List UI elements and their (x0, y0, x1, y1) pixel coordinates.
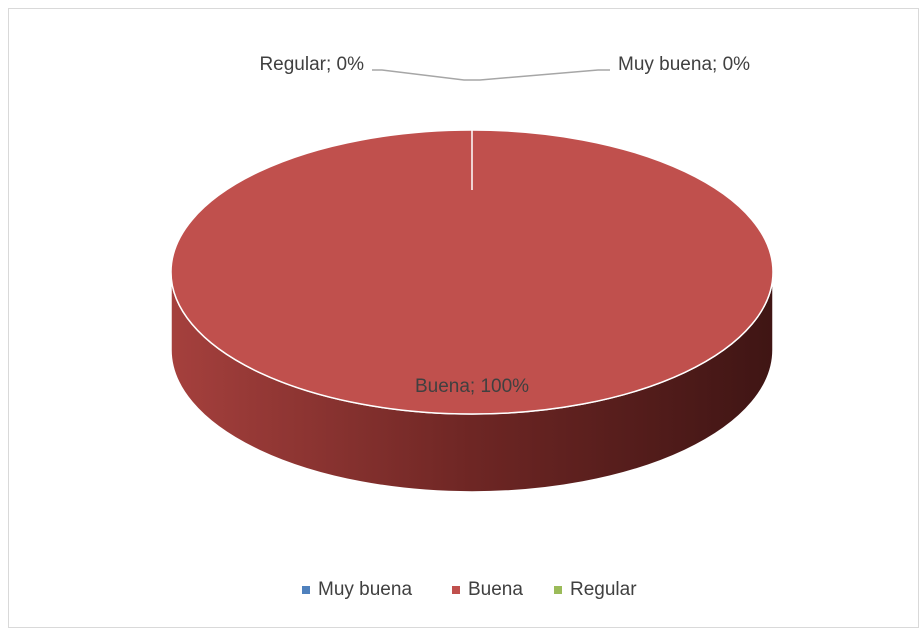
legend-swatch-buena (452, 586, 460, 594)
legend-swatch-muy-buena (302, 586, 310, 594)
legend-swatch-regular (554, 586, 562, 594)
leader-line-regular (372, 69, 472, 81)
legend-label-regular: Regular (570, 579, 637, 600)
data-label-buena: Buena; 100% (415, 376, 529, 397)
legend-label-buena: Buena (468, 579, 523, 600)
data-label-muy-buena: Muy buena; 0% (618, 54, 750, 75)
leader-line-muy-buena (472, 69, 610, 81)
data-label-regular: Regular; 0% (259, 54, 364, 75)
legend-label-muy-buena: Muy buena (318, 579, 412, 600)
legend: Muy buena Buena Regular (302, 579, 637, 600)
